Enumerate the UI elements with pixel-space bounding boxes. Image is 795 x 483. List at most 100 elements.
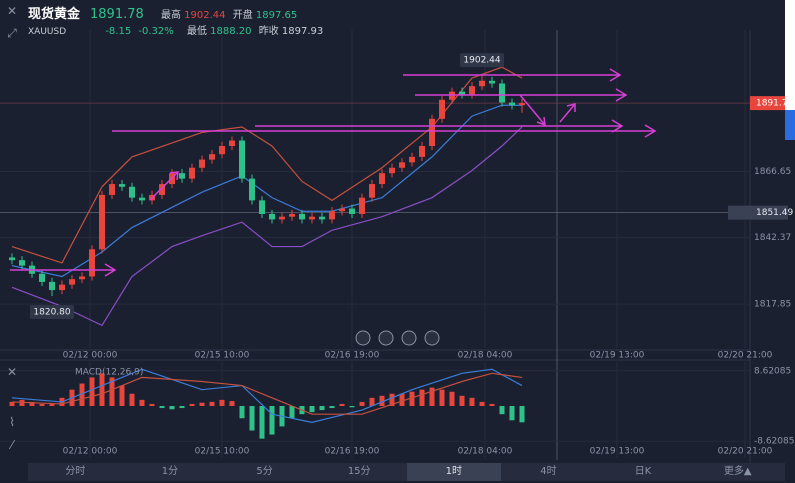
candle-body <box>219 146 225 155</box>
macd-bar <box>129 393 135 406</box>
stat-value: 1902.44 <box>184 10 226 21</box>
macd-bar <box>79 383 85 406</box>
stat-value: 1897.65 <box>255 10 298 21</box>
candle-body <box>59 284 65 291</box>
close-button[interactable]: ✕ <box>6 4 18 18</box>
candle-body <box>109 184 115 195</box>
indicator-line <box>11 104 522 278</box>
indicator-title: MACD(12,26,9) <box>75 368 143 378</box>
candle-body <box>379 173 385 185</box>
macd-bar <box>359 401 365 406</box>
macd-bar <box>369 397 375 406</box>
candle-body <box>499 83 505 103</box>
plot-layer: 02/12 00:00 02/15 10:00 02/16 19:00 02/18 0… <box>0 30 795 458</box>
arrow <box>112 124 657 138</box>
macd-bar <box>439 389 445 406</box>
x-tick-label: 02/18 04:00 <box>458 351 513 361</box>
stat-label: 昨收 <box>258 26 279 37</box>
y-tick-label: 8.62085 <box>754 366 791 376</box>
tool-button[interactable]: ⁄ <box>10 438 13 452</box>
macd-bar <box>169 406 175 410</box>
macd-bar <box>29 401 35 406</box>
candle-body <box>469 86 475 95</box>
timeframe-tab[interactable]: 1时 <box>406 463 502 481</box>
timeframe-tab[interactable]: 更多▲ <box>723 466 752 477</box>
macd-bar <box>309 406 315 413</box>
crosshair-tag <box>728 205 788 220</box>
quote-header: 现货黄金 1891.78 最高 1902.44 开盘 1897.65 XAUUSD… <box>28 3 323 37</box>
close-indicator[interactable]: ✕ <box>6 365 18 379</box>
candle-body <box>319 216 325 220</box>
macd-bar <box>519 406 525 423</box>
candle-body <box>49 281 55 291</box>
candle-body <box>409 156 415 163</box>
next[interactable] <box>401 330 417 346</box>
macd-bar <box>209 401 215 406</box>
candle-body <box>299 213 305 220</box>
arrow <box>519 94 546 127</box>
macd-bar <box>119 385 125 406</box>
timeframe-tab[interactable]: 5分 <box>256 466 273 477</box>
macd-bar <box>399 393 405 406</box>
tool-button[interactable]: ⤢ <box>7 26 17 40</box>
stat-value: 1888.20 <box>210 26 252 37</box>
macd-bar <box>289 406 295 419</box>
candle-body <box>439 99 445 119</box>
x-tick-label: 02/18 04:00 <box>458 447 513 457</box>
tool-button[interactable]: ⌇ <box>9 415 15 429</box>
timeframe-tab[interactable]: 分时 <box>65 466 86 477</box>
indicator-line <box>11 368 523 423</box>
candle-body <box>489 80 495 84</box>
title: 现货黄金 <box>28 7 81 22</box>
timeframe-tab[interactable]: 日K <box>634 466 652 477</box>
zoom-out[interactable] <box>355 330 371 346</box>
annotation-box <box>30 305 74 320</box>
arrow <box>559 103 576 123</box>
y-tick-label: 1842.37 <box>754 233 791 243</box>
candle-body <box>9 257 15 261</box>
nav-buttons[interactable] <box>355 330 440 346</box>
candle-body <box>189 167 195 179</box>
x-tick-label: 02/20 21:00 <box>718 447 773 457</box>
macd-bar <box>139 399 145 406</box>
timeframe-tab[interactable]: 15分 <box>347 466 371 477</box>
candle-body <box>459 91 465 95</box>
candle-body <box>19 260 25 266</box>
arrow <box>149 171 179 201</box>
candle-body <box>99 194 105 250</box>
change-pct: -0.32% <box>138 26 174 37</box>
annotation-label: 1902.44 <box>463 56 500 66</box>
x-tick-label: 02/16 19:00 <box>325 351 380 361</box>
macd-bar <box>149 403 155 406</box>
macd-bar <box>479 401 485 406</box>
macd-bar <box>239 406 245 419</box>
y-tick-label: -8.62085 <box>754 437 794 447</box>
zoom-in[interactable] <box>424 330 440 346</box>
x-tick-label: 02/16 19:00 <box>325 447 380 457</box>
macd-bar <box>329 406 335 409</box>
candle-body <box>289 213 295 217</box>
candle-body <box>329 211 335 220</box>
macd-bar <box>159 406 165 409</box>
candle-body <box>139 197 145 201</box>
candle-body <box>79 276 85 280</box>
timeframe-tab[interactable]: 4时 <box>540 466 557 477</box>
side-panel <box>785 0 795 110</box>
macd-bar <box>229 401 235 406</box>
prev[interactable] <box>378 330 394 346</box>
side-panel-button[interactable] <box>785 110 795 140</box>
macd-bar <box>39 403 45 406</box>
x-tick-label: 02/19 13:00 <box>590 447 645 457</box>
candle-body <box>309 216 315 220</box>
x-tick-label: 02/15 10:00 <box>195 447 250 457</box>
macd-bar <box>199 402 205 406</box>
stat-label: 最高 <box>160 10 181 21</box>
candle-body <box>229 140 235 147</box>
macd-bar <box>339 403 345 406</box>
change: -8.15 <box>105 26 132 37</box>
candle-body <box>349 208 355 214</box>
timeframe-tab[interactable]: 1分 <box>161 466 179 477</box>
candle-body <box>429 118 435 147</box>
